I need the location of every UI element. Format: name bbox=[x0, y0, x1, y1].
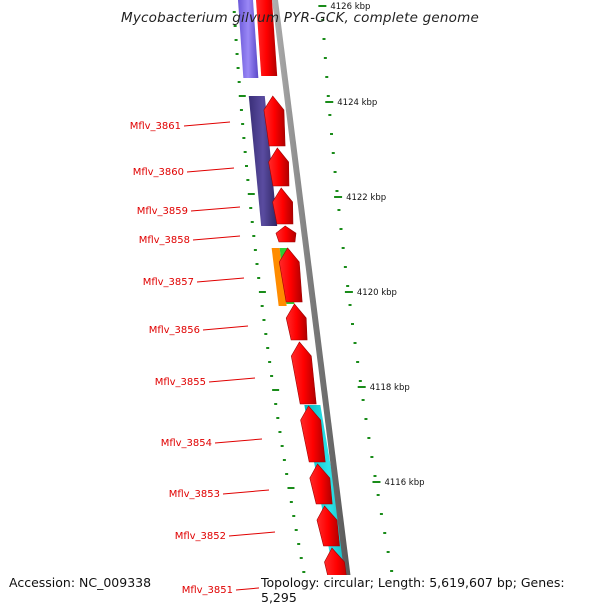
kbp-scale: 4126 kbp 4124 kbp 4122 kbp 4120 kbp 4118 kbp… bbox=[318, 2, 425, 488]
kbp-label: 4126 kbp bbox=[330, 2, 370, 12]
gene-labels: Mflv_3861 Mflv_3860 Mflv_3859 Mflv_3858 Mflv… bbox=[130, 121, 283, 596]
gene-leader-line bbox=[183, 121, 231, 127]
cds-arrow-Mflv_3854 bbox=[300, 405, 326, 463]
gene-label: Mflv_3851 bbox=[182, 585, 233, 596]
kbp-label: 4120 kbp bbox=[357, 288, 397, 298]
gene-leader-line bbox=[196, 277, 245, 283]
cds-arrow-Mflv_3859 bbox=[272, 187, 294, 225]
cds-arrow-Mflv_3861 bbox=[263, 95, 286, 147]
gene-leader-line bbox=[190, 206, 241, 212]
gene-leader-line bbox=[228, 531, 276, 537]
cds-arrows bbox=[256, 0, 350, 600]
feature-band-indigo bbox=[248, 96, 278, 226]
cds-arrow-Mflv_3853 bbox=[309, 463, 333, 505]
gene-label: Mflv_3858 bbox=[139, 235, 190, 246]
gene-label: Mflv_3854 bbox=[161, 438, 212, 449]
gene-label: Mflv_3857 bbox=[143, 277, 194, 288]
kbp-label: 4118 kbp bbox=[370, 383, 410, 393]
kbp-label: 4124 kbp bbox=[337, 98, 377, 108]
cds-arrow-Mflv_3856 bbox=[285, 303, 308, 341]
feature-band-orange bbox=[271, 248, 287, 306]
gene-label: Mflv_3861 bbox=[130, 121, 181, 132]
gene-leader-line bbox=[202, 325, 249, 331]
topology-summary: Topology: circular; Length: 5,619,607 bp… bbox=[259, 575, 600, 605]
cds-arrow-Mflv_3855 bbox=[290, 341, 317, 405]
cds-arrow-Mflv_3860 bbox=[268, 147, 290, 187]
gene-leader-line bbox=[192, 235, 241, 241]
genome-backbone bbox=[272, 0, 354, 600]
cds-arrow-partial bbox=[256, 0, 278, 76]
backbone-ring bbox=[272, 0, 354, 600]
tick-marks bbox=[232, 11, 397, 591]
gene-leader-line bbox=[208, 377, 256, 383]
gene-label: Mflv_3855 bbox=[155, 377, 206, 388]
feature-band-lavender bbox=[238, 0, 259, 78]
map-title: Mycobacterium gilvum PYR-GCK, complete g… bbox=[121, 10, 479, 26]
gene-leader-line bbox=[222, 489, 270, 495]
gene-leader-line bbox=[214, 438, 263, 444]
kbp-label: 4116 kbp bbox=[384, 478, 424, 488]
gene-label: Mflv_3856 bbox=[149, 325, 200, 336]
gene-label: Mflv_3859 bbox=[137, 206, 188, 217]
gene-leader-line bbox=[186, 167, 235, 173]
gene-label: Mflv_3852 bbox=[175, 531, 226, 542]
cds-arrow-Mflv_3857 bbox=[278, 247, 303, 303]
accession-text: Accession: NC_009338 bbox=[7, 575, 154, 590]
gene-label: Mflv_3860 bbox=[133, 167, 184, 178]
cds-arrow-Mflv_3858 bbox=[275, 225, 297, 243]
gene-label: Mflv_3853 bbox=[169, 489, 220, 500]
kbp-label: 4122 kbp bbox=[346, 193, 386, 203]
cds-arrow-Mflv_3852 bbox=[316, 505, 340, 547]
